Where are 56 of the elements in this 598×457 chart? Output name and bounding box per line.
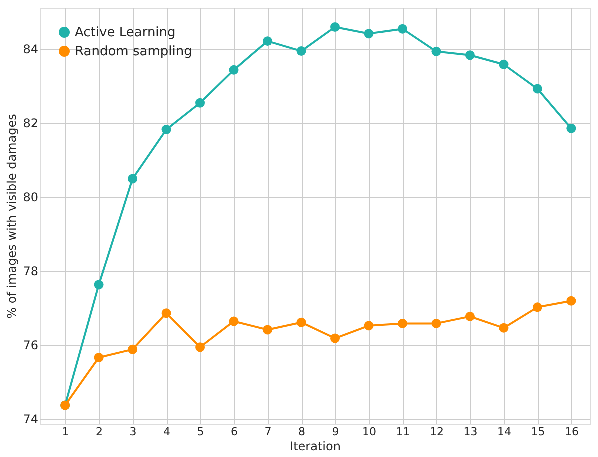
point (330, 334, 340, 344)
point (532, 302, 542, 312)
x-tick-label: 4 (164, 426, 171, 438)
point (94, 280, 104, 290)
point (162, 308, 172, 318)
point (128, 344, 138, 354)
point (364, 29, 374, 39)
x-tick-label: 7 (264, 426, 272, 438)
point (398, 24, 408, 34)
x-tick-label: 10 (362, 426, 376, 438)
point (263, 325, 273, 335)
legend-label: Random sampling (75, 44, 192, 60)
point (432, 46, 442, 56)
point (263, 36, 273, 46)
point (229, 316, 239, 326)
x-axis-title: Iteration (290, 440, 341, 454)
point (94, 353, 104, 362)
x-tick-label: 11 (396, 426, 410, 438)
x-tick-label: 14 (497, 426, 512, 438)
x-tick-label: 12 (430, 426, 444, 438)
point (330, 22, 340, 32)
x-tick-label: 1 (62, 426, 70, 438)
x-tick-label: 5 (197, 426, 204, 438)
point (566, 296, 576, 306)
x-tick-label: 16 (564, 426, 579, 438)
x-tick-label: 8 (298, 426, 306, 438)
y-axis-title: % of images with visible damages (5, 114, 20, 319)
point (398, 318, 408, 328)
x-tick-label: 9 (332, 426, 340, 438)
point (465, 312, 475, 322)
point (196, 98, 206, 108)
point (532, 84, 542, 94)
point (196, 342, 206, 352)
point (296, 46, 306, 56)
x-tick-label: 2 (96, 426, 104, 438)
point (432, 318, 442, 328)
point (566, 124, 576, 134)
point (229, 65, 239, 75)
point (364, 321, 374, 331)
point (499, 323, 509, 333)
point (296, 318, 306, 328)
point (465, 50, 475, 60)
x-tick-label: 13 (464, 426, 478, 438)
y-tick-label: 76 (23, 338, 38, 353)
y-tick-label: 74 (23, 412, 38, 427)
y-tick-label: 80 (23, 190, 38, 205)
x-tick-label: 15 (531, 426, 546, 438)
point (128, 174, 138, 184)
y-tick-label: 84 (23, 42, 38, 57)
x-tick-label: 6 (231, 426, 238, 438)
point (499, 60, 509, 70)
y-tick-label: 82 (23, 116, 38, 131)
legend-label: Active Learning (75, 26, 176, 40)
x-tick-label: 3 (130, 426, 137, 438)
y-tick-label: 78 (23, 264, 38, 279)
point (162, 125, 172, 134)
